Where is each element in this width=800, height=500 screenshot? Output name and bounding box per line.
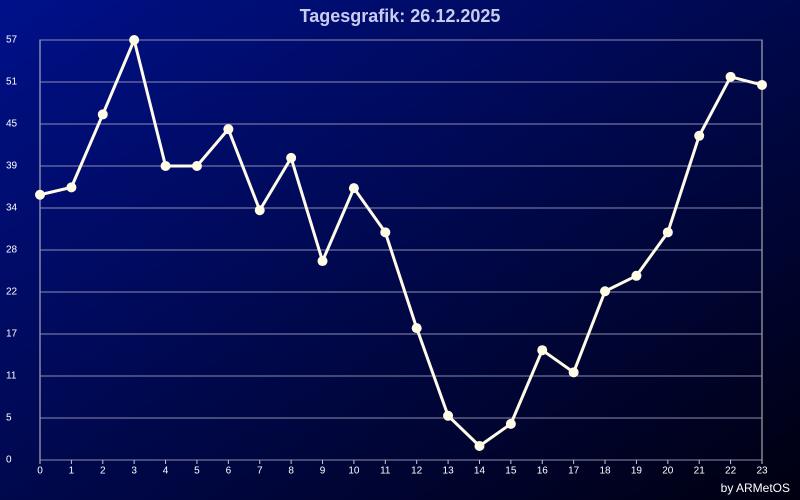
x-tick-label: 23 [756,466,768,477]
x-tick-label: 21 [694,466,706,477]
point [35,189,45,200]
x-tick-label: 20 [662,466,674,477]
y-tick-label: 22 [6,287,18,298]
point [662,227,673,238]
point [694,130,705,141]
x-tick-label: 12 [411,466,423,477]
point [380,227,391,238]
point [537,345,548,356]
x-tick-label: 17 [568,466,580,477]
x-tick-label: 10 [348,466,360,477]
y-tick-label: 51 [6,77,18,88]
footer: by ARMetOS [721,481,790,495]
x-tick-label: 9 [320,466,326,477]
x-tick-label: 4 [163,466,169,477]
y-tick-label: 57 [6,35,18,46]
point [97,109,108,120]
x-tick-label: 6 [226,466,232,477]
point [223,124,234,135]
y-tick-label: 34 [6,203,18,214]
x-tick-label: 22 [725,466,737,477]
y-tick-label: 0 [6,455,12,466]
point [600,286,611,297]
x-tick-label: 14 [474,466,486,477]
y-tick-label: 45 [6,119,18,130]
point [286,152,297,163]
y-tick-label: 5 [6,413,12,424]
point [254,205,265,216]
x-tick-label: 13 [443,466,455,477]
point [66,182,77,193]
series-line [39,38,763,448]
chart-title: Tagesgrafik: 26.12.2025 [300,6,501,26]
point [411,323,422,334]
x-tick-label: 8 [288,466,294,477]
point [129,35,140,45]
x-tick-label: 0 [37,466,43,477]
y-tick-label: 39 [6,161,18,172]
point [191,161,202,171]
point [505,418,516,429]
x-tick-label: 3 [131,466,137,477]
point [474,441,485,451]
x-tick-label: 19 [631,466,643,477]
point [631,270,642,281]
x-tick-label: 11 [380,466,391,477]
point [317,256,328,267]
x-tick-label: 15 [505,466,517,477]
y-tick-label: 28 [6,245,18,256]
x-tick-label: 18 [599,466,611,477]
x-tick-label: 2 [100,466,106,477]
point [443,410,454,421]
point [348,183,359,194]
point [160,161,171,171]
point [725,71,736,82]
x-tick-label: 16 [537,466,549,477]
x-tick-label: 1 [69,466,75,477]
x-tick-label: 5 [194,466,200,477]
point [757,79,767,90]
y-tick-label: 11 [6,371,17,382]
x-tick-label: 7 [257,466,263,477]
point [568,367,579,378]
y-tick-label: 17 [6,329,18,340]
